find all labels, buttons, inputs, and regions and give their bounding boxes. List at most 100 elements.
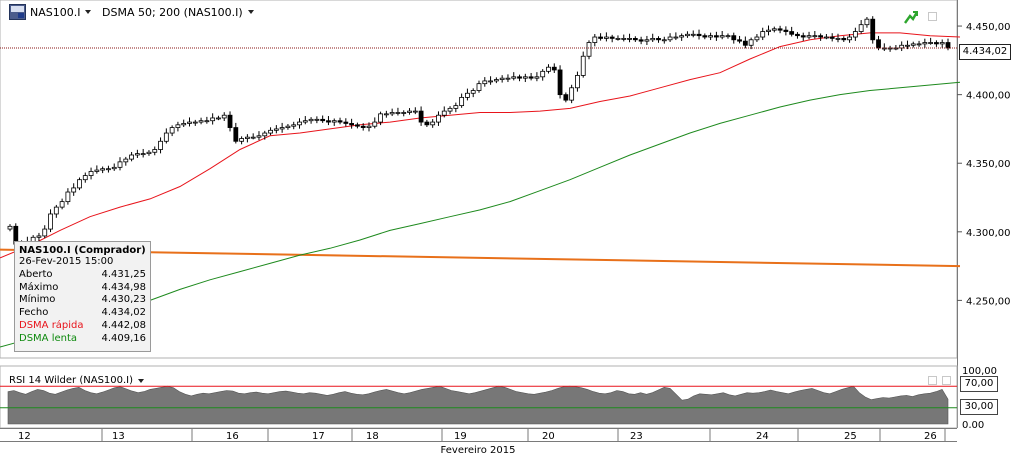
candle-body — [893, 47, 899, 50]
candle-body — [939, 42, 945, 45]
candle-body — [227, 114, 233, 128]
rsi-upper-tag: 70,00 — [960, 376, 998, 392]
indicator-selector[interactable]: DSMA 50; 200 (NAS100.I) — [102, 3, 254, 21]
symbol-label: NAS100.I — [30, 5, 81, 19]
candle-body — [818, 35, 824, 38]
candle-body — [48, 213, 53, 230]
candle-body — [945, 42, 951, 49]
candle-body — [337, 120, 343, 123]
rsi-tick-label: 100,00 — [962, 366, 997, 377]
trend-signal-icon[interactable] — [903, 9, 919, 28]
candle-body — [679, 35, 685, 38]
candle-body — [192, 121, 198, 124]
candle-body — [71, 187, 77, 193]
candle-body — [783, 29, 789, 32]
trendline — [0, 248, 961, 268]
candle-body — [916, 43, 922, 46]
candle-body — [795, 33, 800, 37]
candle-body — [696, 33, 702, 37]
candle-body — [644, 39, 650, 42]
candle-body — [731, 35, 737, 41]
candle-body — [482, 80, 488, 85]
candle-body — [273, 128, 279, 131]
dropdown-arrow-icon — [85, 10, 92, 14]
candle-body — [106, 168, 111, 171]
rsi-close-icon[interactable] — [942, 376, 951, 385]
candle-body — [592, 36, 598, 43]
y-tick-label: 4.250,00 — [966, 296, 1011, 307]
candle-body — [65, 191, 71, 203]
candle-body — [233, 127, 239, 142]
tooltip-row-label: Fecho — [19, 307, 49, 319]
candle-body — [453, 105, 459, 109]
candle-body — [360, 125, 366, 128]
slow-ma-line — [0, 81, 961, 348]
candle-body — [667, 36, 673, 41]
tooltip-row-label: Mínimo — [19, 294, 56, 306]
candle-body — [876, 39, 881, 49]
candle-body — [673, 36, 679, 39]
tooltip-row: Máximo 4.434,98 — [19, 282, 146, 295]
candle-body — [372, 121, 378, 127]
candle-body — [418, 110, 424, 123]
candle-body — [59, 201, 65, 208]
candle-body — [42, 228, 48, 237]
candle-body — [754, 36, 760, 41]
candle-body — [320, 118, 326, 122]
candle-body — [187, 121, 192, 124]
candle-body — [77, 179, 82, 189]
candle-body — [395, 112, 401, 114]
dropdown-arrow-icon — [138, 378, 145, 383]
symbol-selector[interactable]: NAS100.I — [9, 3, 92, 21]
candle-body — [650, 38, 656, 41]
candle-body — [250, 136, 256, 139]
candle-body — [221, 114, 227, 119]
tooltip-row-value: 4.430,23 — [101, 294, 146, 306]
tooltip-row-value: 4.434,98 — [101, 281, 146, 293]
tooltip-row-value: 4.409,16 — [101, 332, 146, 344]
candle-body — [899, 44, 905, 49]
candle-body — [690, 33, 696, 36]
candle-body — [812, 35, 818, 38]
candle-body — [279, 127, 285, 130]
candle-body — [546, 66, 551, 72]
candle-body — [36, 235, 42, 238]
candle-body — [314, 118, 320, 121]
candle-body — [841, 38, 847, 41]
candle-body — [870, 18, 876, 41]
candle-body — [598, 36, 603, 39]
candle-body — [511, 76, 517, 79]
candle-body — [239, 138, 245, 142]
rsi-selector[interactable]: RSI 14 Wilder (NAS100.I) — [9, 375, 145, 386]
x-day-label: 26 — [924, 431, 937, 442]
candle-body — [737, 39, 742, 42]
rsi-area — [7, 385, 949, 425]
candle-body — [708, 35, 714, 38]
candle-body — [383, 113, 389, 116]
tooltip-row: Aberto 4.431,25 — [19, 269, 146, 282]
candle-body — [470, 90, 476, 94]
x-day-label: 20 — [542, 431, 555, 442]
x-day-label: 17 — [312, 431, 325, 442]
candle-body — [7, 225, 13, 230]
rsi-minimize-icon[interactable] — [928, 376, 937, 385]
candle-body — [713, 35, 719, 38]
rsi-tick-label: 0,00 — [962, 420, 984, 431]
candle-body — [766, 29, 771, 32]
indicator-label: DSMA 50; 200 (NAS100.I) — [102, 5, 243, 19]
candle-body — [586, 42, 592, 57]
maximize-panel-icon[interactable] — [928, 12, 937, 21]
current-price-tag: 4.434,02 — [959, 44, 1011, 60]
x-day-label: 25 — [844, 431, 857, 442]
candle-body — [129, 154, 134, 160]
candle-body — [285, 125, 291, 128]
x-day-label: 24 — [756, 431, 769, 442]
candle-body — [557, 69, 563, 96]
candle-body — [302, 120, 308, 123]
tooltip-row-label: DSMA lenta — [19, 332, 78, 344]
candle-body — [447, 107, 453, 112]
candle-body — [88, 171, 94, 176]
candle-body — [389, 112, 395, 115]
candle-body — [430, 121, 436, 126]
